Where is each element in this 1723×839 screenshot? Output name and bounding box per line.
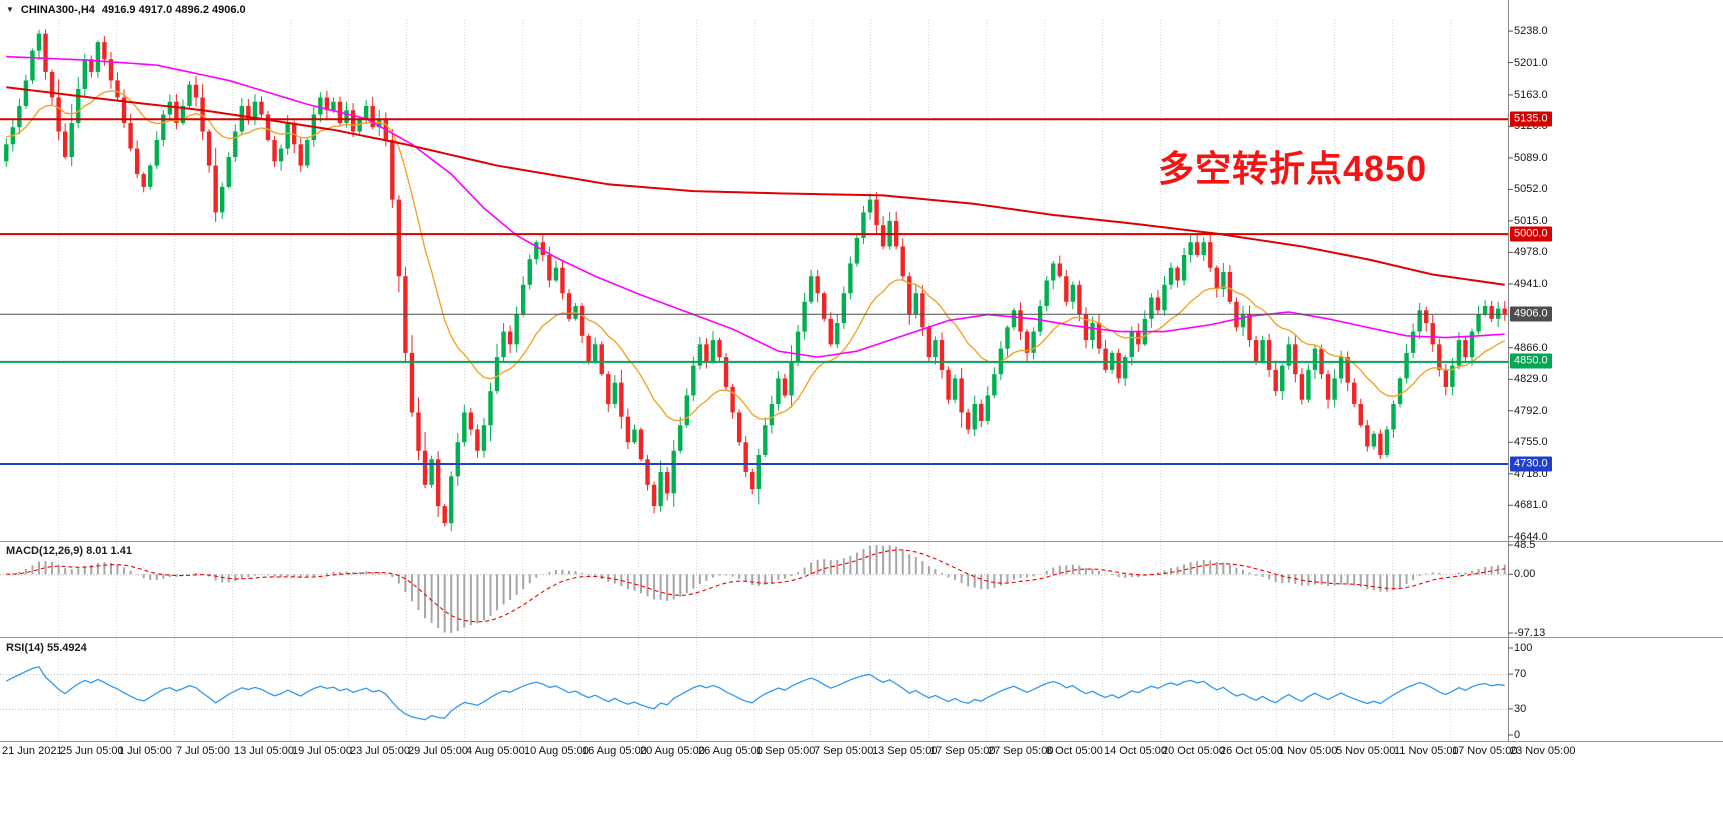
ma-fast-line xyxy=(6,90,1506,422)
time-axis-label: 20 Oct 05:00 xyxy=(1162,745,1225,757)
time-axis-label: 27 Sep 05:00 xyxy=(988,745,1054,757)
price-level-badge-4850.0: 4850.0 xyxy=(1510,353,1552,369)
symbol-period-label: CHINA300-,H4 xyxy=(20,4,95,16)
price-axis-tick: 4681.0 xyxy=(1514,499,1548,512)
time-axis-label: 13 Jul 05:00 xyxy=(234,745,294,757)
time-axis-label: 25 Jun 05:00 xyxy=(60,745,124,757)
macd-indicator-label: MACD(12,26,9) 8.01 1.41 xyxy=(6,545,132,557)
time-axis-label: 20 Aug 05:00 xyxy=(640,745,705,757)
current-price-badge: 4906.0 xyxy=(1510,306,1552,322)
rsi-axis-tick: 30 xyxy=(1514,702,1527,715)
price-axis-tick: 4644.0 xyxy=(1514,530,1548,543)
price-axis-tick: 4941.0 xyxy=(1514,277,1548,290)
time-axis-label: 14 Oct 05:00 xyxy=(1104,745,1167,757)
time-axis-label: 7 Sep 05:00 xyxy=(814,745,874,757)
rsi-axis-tick: 100 xyxy=(1514,642,1533,654)
price-axis-tick: 5201.0 xyxy=(1514,56,1548,69)
rsi-axis-tick: 70 xyxy=(1514,668,1527,681)
rsi-line xyxy=(5,666,1505,721)
price-axis-tick: 5015.0 xyxy=(1514,214,1548,227)
time-axis-label: 23 Nov 05:00 xyxy=(1510,745,1576,757)
price-axis-tick: 5089.0 xyxy=(1514,151,1548,164)
time-axis-label: 16 Aug 05:00 xyxy=(582,745,647,757)
ma-slow-line xyxy=(6,86,1505,286)
candlestick-series xyxy=(4,29,1507,532)
price-axis-tick: 4792.0 xyxy=(1514,404,1548,417)
price-axis-tick: 5052.0 xyxy=(1514,183,1548,196)
time-axis-label: 23 Jul 05:00 xyxy=(350,745,410,757)
annotation-text: 多空转折点4850 xyxy=(1158,148,1428,189)
price-axis-tick: 5163.0 xyxy=(1514,88,1548,101)
time-axis-label: 29 Jul 05:00 xyxy=(408,745,468,757)
rsi-axis-tick: 0 xyxy=(1514,729,1521,741)
time-axis-label: 11 Nov 05:00 xyxy=(1394,745,1459,757)
symbol-dropdown-icon[interactable]: ▼ xyxy=(6,5,14,14)
ohlc-values: 4916.9 4917.0 4896.2 4906.0 xyxy=(101,4,246,16)
time-axis-label: 19 Jul 05:00 xyxy=(292,745,352,757)
time-axis-label: 26 Oct 05:00 xyxy=(1220,745,1283,757)
time-axis-label: 1 Jul 05:00 xyxy=(118,745,172,757)
price-axis-tick: 4829.0 xyxy=(1514,373,1548,386)
time-axis-label: 1 Nov 05:00 xyxy=(1278,745,1338,757)
price-level-badge-5135.0: 5135.0 xyxy=(1510,111,1552,127)
time-axis-label: 4 Aug 05:00 xyxy=(466,745,525,757)
time-axis-label: 26 Aug 05:00 xyxy=(698,745,763,757)
macd-axis-tick: 0.00 xyxy=(1514,568,1536,581)
ma-medium-line xyxy=(6,55,1505,358)
price-axis-tick: 4866.0 xyxy=(1514,341,1548,354)
time-axis-label: 1 Sep 05:00 xyxy=(756,745,816,757)
macd-histogram xyxy=(11,545,1506,633)
macd-axis-tick: 48.5 xyxy=(1514,539,1536,551)
macd-axis-tick: -97.13 xyxy=(1514,627,1546,639)
time-axis-label: 13 Sep 05:00 xyxy=(872,745,938,757)
time-axis-label: 8 Oct 05:00 xyxy=(1046,745,1103,757)
chart-header: ▼ CHINA300-,H4 4916.9 4917.0 4896.2 4906… xyxy=(6,4,246,16)
time-axis-label: 17 Nov 05:00 xyxy=(1452,745,1518,757)
time-axis-label: 5 Nov 05:00 xyxy=(1336,745,1396,757)
price-axis-tick: 4978.0 xyxy=(1514,246,1548,259)
price-level-badge-4730.0: 4730.0 xyxy=(1510,456,1552,472)
time-axis-label: 17 Sep 05:00 xyxy=(930,745,996,757)
price-axis-tick: 4755.0 xyxy=(1514,436,1548,449)
rsi-indicator-label: RSI(14) 55.4924 xyxy=(6,642,87,654)
price-axis-tick: 5238.0 xyxy=(1514,25,1548,38)
price-level-badge-5000.0: 5000.0 xyxy=(1510,226,1552,242)
time-axis-label: 21 Jun 2021 xyxy=(2,745,63,757)
axis-tick-marks xyxy=(1508,30,1513,736)
macd-signal-line xyxy=(6,549,1505,623)
time-axis-label: 10 Aug 05:00 xyxy=(524,745,589,757)
time-axis-label: 7 Jul 05:00 xyxy=(176,745,230,757)
